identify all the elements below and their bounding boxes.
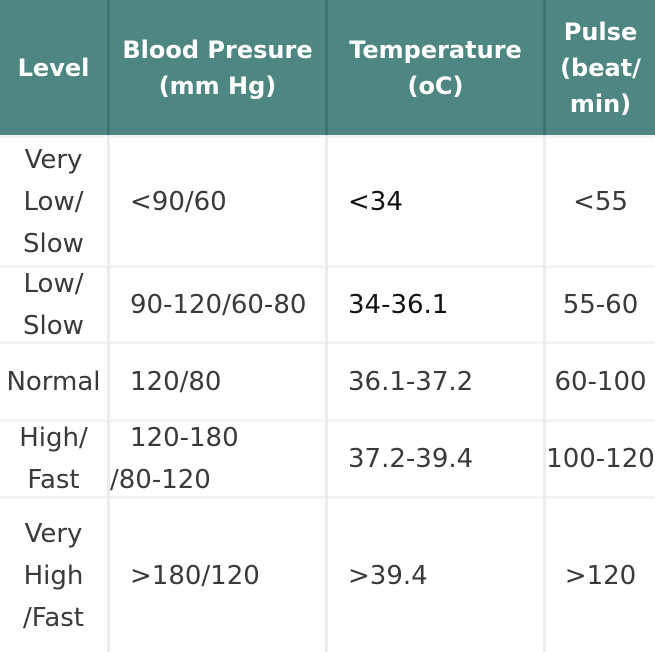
table-header: Level Blood Presure (mm Hg) Temperature … <box>0 0 655 135</box>
header-bp-line-1: Blood Presure <box>122 35 313 64</box>
cell-bp: 120/80 <box>130 344 325 419</box>
cell-text: High/ <box>19 423 88 453</box>
cell-bp: 90-120/60-80 <box>130 268 325 341</box>
header-temperature: Temperature (oC) <box>328 0 543 135</box>
header-pulse-line-3: min) <box>569 89 632 118</box>
cell-text: Slow <box>23 310 84 341</box>
cell-text: Low/ <box>23 268 84 299</box>
cell-pulse: 60-100 <box>546 344 655 419</box>
cell-text: 120/80 <box>130 366 222 397</box>
cell-text: <55 <box>573 186 628 217</box>
cell-text: >39.4 <box>348 560 428 591</box>
cell-text: Fast <box>27 465 80 495</box>
cell-level: Very Low/ Slow <box>0 138 107 265</box>
cell-text: High <box>23 560 84 591</box>
cell-text: Very <box>24 144 83 175</box>
cell-temp: 37.2-39.4 <box>348 422 543 496</box>
cell-text: 120-180 <box>130 423 239 453</box>
header-bp-line-2: (mm Hg) <box>158 71 277 100</box>
cell-pulse: <55 <box>546 138 655 265</box>
header-temp-line-1: Temperature <box>349 35 522 64</box>
cell-text: 36.1-37.2 <box>348 366 474 397</box>
cell-text: Normal <box>6 366 101 397</box>
grid-line <box>325 135 328 652</box>
header-pulse-line-1: Pulse <box>563 17 638 46</box>
cell-temp: 36.1-37.2 <box>348 344 543 419</box>
cell-text: 37.2-39.4 <box>348 444 474 474</box>
cell-text: Slow <box>23 228 84 259</box>
cell-bp: 120-180 /80-120 <box>110 422 325 496</box>
cell-text: <90/60 <box>130 186 227 217</box>
header-blood-pressure: Blood Presure (mm Hg) <box>110 0 325 135</box>
cell-text: Low/ <box>23 186 84 217</box>
cell-level: High/ Fast <box>0 422 107 496</box>
header-temp-line-2: (oC) <box>407 71 464 100</box>
grid-line <box>543 135 546 652</box>
cell-temp: <34 <box>348 138 543 265</box>
header-divider <box>543 0 546 135</box>
cell-bp: >180/120 <box>130 499 325 652</box>
header-level: Level <box>0 0 107 135</box>
cell-text: 100-120 <box>546 444 655 474</box>
cell-pulse: 55-60 <box>546 268 655 341</box>
header-level-label: Level <box>17 53 90 82</box>
cell-temp: 34-36.1 <box>348 268 543 341</box>
cell-text: 60-100 <box>554 366 647 397</box>
cell-level: Very High /Fast <box>0 499 107 652</box>
cell-text: Very <box>24 518 83 549</box>
cell-text: 55-60 <box>562 289 639 320</box>
header-pulse-line-2: (beat/ <box>560 53 641 82</box>
cell-text: >120 <box>564 560 637 591</box>
cell-text: 34-36.1 <box>348 289 449 320</box>
cell-pulse: 100-120 <box>546 422 655 496</box>
header-divider <box>325 0 328 135</box>
cell-pulse: >120 <box>546 499 655 652</box>
header-pulse: Pulse (beat/ min) <box>546 0 655 135</box>
cell-text: <34 <box>348 186 403 217</box>
cell-text: /80-120 <box>110 465 211 495</box>
cell-text: 90-120/60-80 <box>130 289 307 320</box>
cell-level: Normal <box>0 344 107 419</box>
cell-temp: >39.4 <box>348 499 543 652</box>
cell-level: Low/ Slow <box>0 268 107 341</box>
header-divider <box>107 0 110 135</box>
grid-line <box>107 135 110 652</box>
cell-text: >180/120 <box>130 560 260 591</box>
cell-bp: <90/60 <box>130 138 325 265</box>
cell-text: /Fast <box>22 602 84 633</box>
